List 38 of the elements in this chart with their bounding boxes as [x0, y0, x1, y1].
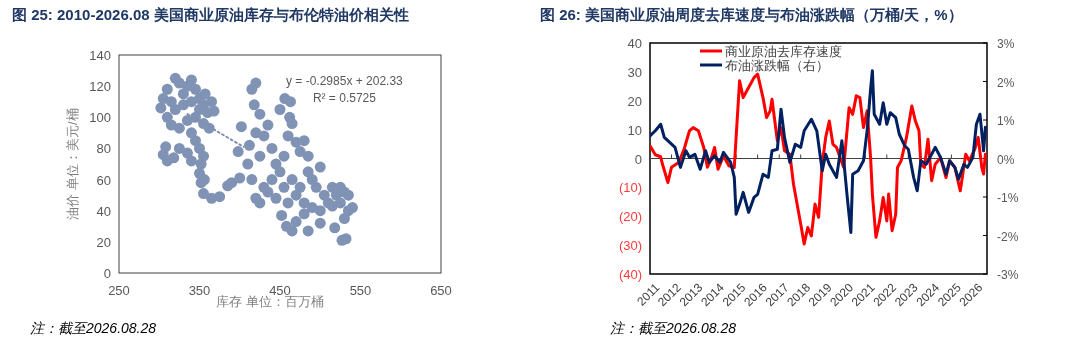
y2-tick-label: -2% [997, 229, 1019, 244]
annotation: y = -0.2985x + 202.33 [286, 74, 404, 88]
x-tick-label: 250 [108, 283, 130, 298]
y-tick-label: 80 [96, 141, 111, 157]
x-tick-label: 350 [188, 283, 211, 298]
x-tick-label: 550 [349, 283, 372, 298]
text: 注：截至2026.08.28 [610, 320, 737, 336]
y2-tick-label: 2% [997, 75, 1015, 90]
y2-tick-label: -1% [997, 191, 1019, 205]
y2-tick-label: -3% [997, 268, 1019, 282]
y-tick-label: 100 [89, 110, 111, 126]
legend-label: 商业原油去库存速度 [725, 44, 842, 59]
y-axis-title: 油价 单位：美元/桶 [65, 108, 80, 220]
y-tick-label: 20 [96, 234, 111, 250]
y-tick-label: 0 [103, 266, 111, 281]
chart-title: 图 25: 2010-2026.08 美国商业原油库存与布伦特油价相关性 [12, 6, 409, 23]
y2-tick-label: 3% [997, 37, 1015, 51]
y-tick-label: 10 [627, 122, 642, 138]
y-tick-label: 40 [96, 203, 111, 219]
annotation: R² = 0.5725 [312, 91, 377, 105]
y-tick-label: 60 [96, 172, 111, 188]
y-tick-label: 0 [634, 151, 642, 167]
y-tick-label: (30) [618, 238, 642, 254]
y-tick-label: (10) [618, 180, 642, 196]
x-axis-title: 库存 单位：百万桶 [216, 294, 324, 309]
text: 注：截至2026.08.28 [30, 320, 157, 336]
y-tick-label: 30 [627, 64, 642, 80]
y-tick-label: 140 [89, 48, 111, 63]
y-tick-label: (20) [618, 209, 642, 225]
x-tick-label: 650 [430, 283, 452, 298]
y2-tick-label: 0% [997, 152, 1015, 167]
y-tick-label: 40 [627, 36, 642, 51]
y2-tick-label: 1% [997, 114, 1015, 128]
y-tick-label: (40) [618, 267, 642, 282]
legend-label: 布油涨跌幅（右） [725, 58, 829, 73]
y-tick-label: 120 [89, 79, 111, 95]
chart-title: 图 26: 美国商业原油周度去库速度与布油涨跌幅（万桶/天，%） [540, 6, 963, 23]
y-tick-label: 20 [627, 93, 642, 109]
